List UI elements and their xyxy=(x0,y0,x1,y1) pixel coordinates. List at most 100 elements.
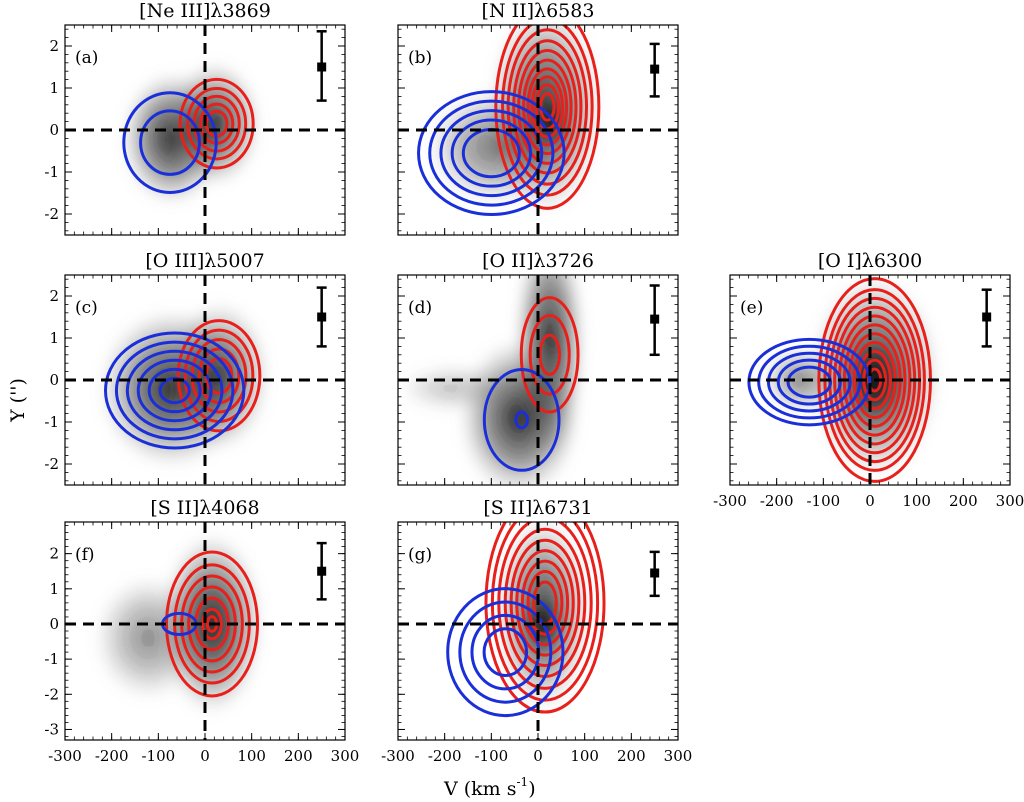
blue-contour-level xyxy=(446,587,565,718)
y-tick-label: 2 xyxy=(49,287,59,305)
panel-title: [O II]λ3726 xyxy=(482,250,594,272)
x-tick-label: 200 xyxy=(284,747,313,765)
x-tick-label: -100 xyxy=(141,747,175,765)
y-tick-label: 2 xyxy=(49,545,59,563)
x-tick-label: -200 xyxy=(428,747,462,765)
x-tick-label: -200 xyxy=(760,492,794,510)
x-tick-label: 300 xyxy=(331,747,360,765)
x-tick-label: 100 xyxy=(237,747,266,765)
panel-g: -300 -200 -100 0 100 200 300 (g) [S II]λ6731 xyxy=(381,497,693,765)
red-contour-level xyxy=(526,570,564,636)
x-tick-label: -200 xyxy=(95,747,129,765)
x-tick-label: 0 xyxy=(865,492,875,510)
x-tick-label: 0 xyxy=(533,747,543,765)
panel-title: [S II]λ6731 xyxy=(483,497,592,519)
x-tick-label: -100 xyxy=(474,747,508,765)
x-tick-label: 100 xyxy=(902,492,931,510)
panel-letter: (e) xyxy=(740,298,763,318)
x-tick-label: 100 xyxy=(570,747,599,765)
blue-contour-level xyxy=(482,368,561,472)
error-bar xyxy=(649,284,660,357)
blue-contour-level xyxy=(122,91,218,194)
blue-contour-level xyxy=(767,351,852,413)
y-tick-label: -1 xyxy=(44,163,59,181)
blue-contour-level xyxy=(114,340,235,441)
red-contour-level xyxy=(501,25,594,197)
error-bar xyxy=(316,541,327,601)
y-tick-label: -3 xyxy=(44,720,59,738)
error-bar xyxy=(649,550,660,598)
red-contour-level xyxy=(528,314,571,396)
x-tick-label: 0 xyxy=(200,747,210,765)
intensity-blob xyxy=(458,338,580,485)
error-bar xyxy=(981,288,992,348)
x-tick-label: -300 xyxy=(48,747,82,765)
y-tick-label: 1 xyxy=(49,79,59,97)
blue-contours xyxy=(104,331,246,450)
panel-letter: (d) xyxy=(408,298,432,318)
x-tick-label: -100 xyxy=(806,492,840,510)
panel-letter: (g) xyxy=(408,545,432,565)
y-tick-label: 0 xyxy=(49,121,59,139)
blue-contour-level xyxy=(458,600,553,704)
blue-contours xyxy=(417,90,566,217)
red-contours xyxy=(519,296,580,414)
y-tick-label: 0 xyxy=(49,615,59,633)
y-tick-label: -2 xyxy=(44,455,59,473)
panel-letter: (a) xyxy=(75,48,98,68)
blue-contours xyxy=(122,91,218,194)
panel-title: [Ne III]λ3869 xyxy=(139,0,271,22)
y-tick-label: -1 xyxy=(44,650,59,668)
red-contour-level xyxy=(519,296,580,414)
panel-f: -300 -200 -100 0 100 200 300 -3 -2 -1 0 1 2 (f) [S II]… xyxy=(44,497,359,765)
blue-contour-level xyxy=(147,367,202,414)
panel-a: -2 -1 0 1 2 (a) [Ne III]λ3869 xyxy=(44,0,346,236)
y-tick-label: 1 xyxy=(49,329,59,347)
y-tick-label: -2 xyxy=(44,205,59,223)
red-contour-level xyxy=(178,77,255,170)
error-bar xyxy=(316,30,327,102)
y-tick-label: 1 xyxy=(49,580,59,598)
panel-letter: (c) xyxy=(75,298,98,318)
y-tick-label: -2 xyxy=(44,685,59,703)
x-tick-label: -300 xyxy=(713,492,747,510)
blue-contour-level xyxy=(139,109,201,176)
blue-contour-level xyxy=(136,358,213,423)
red-contour-level xyxy=(520,559,570,647)
panel-letter: (f) xyxy=(75,545,95,565)
blue-contour-level xyxy=(104,331,246,450)
red-contour-level xyxy=(530,75,565,139)
panel-title: [O III]λ5007 xyxy=(145,250,264,272)
blue-contour-level xyxy=(158,376,191,405)
blue-contours xyxy=(747,337,872,427)
panel-title: [N II]λ6583 xyxy=(482,0,595,22)
panel-d: (d) [O II]λ3726 xyxy=(397,250,679,486)
blue-contour-level xyxy=(428,99,555,207)
red-contour-level xyxy=(522,58,573,156)
blue-contour-level xyxy=(482,627,529,677)
x-tick-label: 300 xyxy=(996,492,1024,510)
error-bar xyxy=(649,42,660,98)
intensity-blob xyxy=(398,363,510,414)
panel-letter: (b) xyxy=(408,48,432,68)
x-tick-label: 200 xyxy=(617,747,646,765)
blue-contour-level xyxy=(417,90,566,217)
x-tick-label: 300 xyxy=(664,747,693,765)
red-contour-level xyxy=(484,522,606,714)
y-tick-label: 2 xyxy=(49,37,59,55)
blue-contour-level xyxy=(439,109,544,198)
x-tick-label: -300 xyxy=(381,747,415,765)
blue-contours xyxy=(482,368,561,472)
panel-b: (b) [N II]λ6583 xyxy=(397,0,679,236)
blue-contour-level xyxy=(125,349,224,432)
panel-c: -2 -1 0 1 2 (c) [O III]λ5007 xyxy=(44,250,346,486)
red-contour-level xyxy=(186,87,248,161)
panel-e: -300 -200 -100 0 100 200 300 (e) [O I]λ6300 xyxy=(713,250,1024,510)
red-contour-level xyxy=(176,319,262,433)
x-tick-label: 200 xyxy=(949,492,978,510)
blue-contour-level xyxy=(514,410,530,430)
red-contour-level xyxy=(538,333,561,376)
y-tick-label: -1 xyxy=(44,413,59,431)
blue-contour-level xyxy=(747,337,872,427)
